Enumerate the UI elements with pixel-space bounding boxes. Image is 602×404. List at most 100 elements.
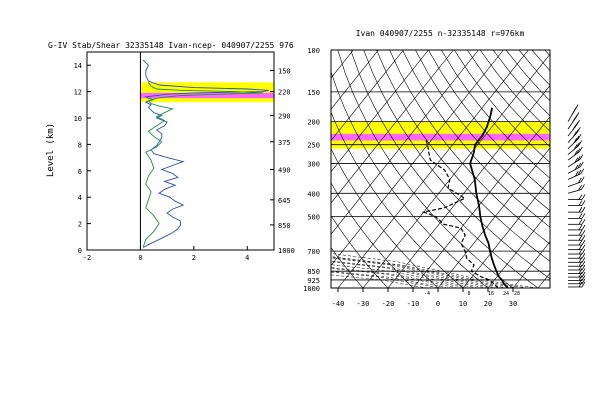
left-right-tick-label: 490 (278, 166, 291, 174)
isotherm (338, 50, 528, 288)
left-right-tick-label: 645 (278, 197, 291, 205)
wind-barb-feather (579, 235, 582, 240)
isotherm (538, 50, 602, 288)
skewt-temp-tick-label: 0 (436, 300, 440, 308)
skewt-pressure-label: 150 (307, 89, 320, 97)
wind-barb-feather (580, 155, 583, 160)
skewt-temp-tick-label: 30 (509, 300, 517, 308)
skewt-pressure-label: 700 (307, 248, 320, 256)
skewt-profile-dashed (424, 141, 498, 289)
wind-barb-feather (582, 245, 585, 250)
left-y-tick-label: 2 (78, 221, 82, 229)
wind-barb-feather (582, 213, 585, 218)
isotherm (438, 50, 602, 288)
skewt-pressure-label: 100 (307, 47, 320, 55)
left-right-tick-label: 1000 (278, 247, 295, 255)
wind-barb-feather (582, 240, 585, 245)
left-right-tick-label: 850 (278, 222, 291, 230)
wind-barb-feather (582, 200, 585, 205)
dry-adiabat (545, 50, 602, 288)
left-x-tick-label: -2 (83, 254, 91, 262)
stability-shear-panel: G-IV Stab/Shear 32335148 Ivan-ncep- 0409… (46, 41, 295, 262)
isotherm (563, 50, 602, 288)
dry-adiabat (325, 50, 488, 288)
dry-adiabat (506, 50, 602, 288)
left-y-tick-label: 12 (74, 89, 82, 97)
wind-barb-feather (582, 230, 585, 235)
wind-barb-feather (579, 207, 582, 212)
skewt-temp-tick-label: -40 (332, 300, 345, 308)
skewt-pressure-label: 850 (307, 268, 320, 276)
left-y-tick-label: 14 (74, 62, 82, 70)
wind-barb-feather (572, 110, 575, 115)
dry-adiabat (467, 50, 602, 288)
skewt-pressure-label: 200 (307, 119, 320, 127)
skewt-title: Ivan 040907/2255 n-32335148 r=976km (356, 29, 525, 38)
wind-barb-shaft (568, 189, 581, 193)
dry-adiabat (403, 50, 602, 288)
skewt-bottom-temp-label: 28 (514, 291, 520, 297)
wind-barb-feather (579, 213, 582, 218)
skewt-pressure-label: 250 (307, 142, 320, 150)
left-y-axis-label: Level (km) (46, 123, 56, 177)
left-plot-frame (87, 52, 274, 250)
skewt-temp-tick-label: -30 (357, 300, 370, 308)
left-y-tick-label: 10 (74, 115, 82, 123)
left-x-ticks: -2 0 2 4 (83, 246, 250, 262)
skewt-bottom-temp-label: 8 (467, 291, 470, 297)
skewt-temp-tick-label: 10 (459, 300, 467, 308)
wind-barb-feather (581, 177, 584, 182)
skewt-temp-tick-label: 20 (484, 300, 492, 308)
wind-barb-shaft (568, 167, 580, 174)
isotherm (513, 50, 602, 288)
left-y-tick-label: 6 (78, 168, 82, 176)
left-right-tick-label: 290 (278, 112, 291, 120)
wind-barb-shaft (568, 174, 581, 180)
wind-barb-feather (582, 207, 585, 212)
left-title: G-IV Stab/Shear 32335148 Ivan-ncep- 0409… (48, 41, 294, 50)
isotherm (588, 50, 602, 288)
left-series-line-1 (143, 82, 263, 247)
wind-barb-feather (582, 235, 585, 240)
left-y-tick-label: 0 (78, 247, 82, 255)
wind-barb-feather (579, 230, 582, 235)
wind-barb-feather (572, 117, 575, 122)
wind-barb-feather (580, 162, 583, 167)
skewt-pressure-label: 925 (307, 277, 320, 285)
wind-barb-feather (582, 219, 585, 224)
skewt-panel: Ivan 040907/2255 n-32335148 r=976km 1001… (0, 29, 602, 308)
wind-barb-shaft (568, 182, 581, 187)
wind-barb-feather (579, 195, 582, 200)
wind-barb-feather (581, 184, 584, 189)
skewt-pressure-label: 400 (307, 190, 320, 198)
wind-barb-feather (579, 240, 582, 245)
left-x-tick-label: 0 (138, 254, 142, 262)
left-x-tick-label: 4 (245, 254, 249, 262)
skewt-bottom-temp-label: -4 (424, 291, 430, 297)
skewt-bottom-temp-label: 16 (488, 291, 494, 297)
wind-barb-feather (579, 200, 582, 205)
wind-barb-shaft (568, 160, 580, 167)
left-x-tick-label: 2 (192, 254, 196, 262)
wind-barb-feather (582, 225, 585, 230)
skewt-isobars (331, 50, 550, 288)
isotherm (488, 50, 602, 288)
skewt-bottom-temp-label: 24 (503, 291, 509, 297)
left-y-tick-label: 8 (78, 141, 82, 149)
skewt-grid (0, 50, 602, 288)
dry-adiabat (493, 50, 602, 288)
isotherm (363, 50, 553, 288)
isotherm (463, 50, 602, 288)
skewt-pressure-label: 500 (307, 213, 320, 221)
skewt-temp-tick-label: -10 (407, 300, 420, 308)
wind-barb-feather (579, 225, 582, 230)
skewt-temp-tick-label: -20 (382, 300, 395, 308)
left-y-tick-label: 4 (78, 194, 82, 202)
wind-barbs (568, 105, 585, 287)
skewt-pressure-label: 300 (307, 161, 320, 169)
wind-barb-feather (581, 169, 584, 174)
skewt-band-1 (331, 134, 550, 141)
